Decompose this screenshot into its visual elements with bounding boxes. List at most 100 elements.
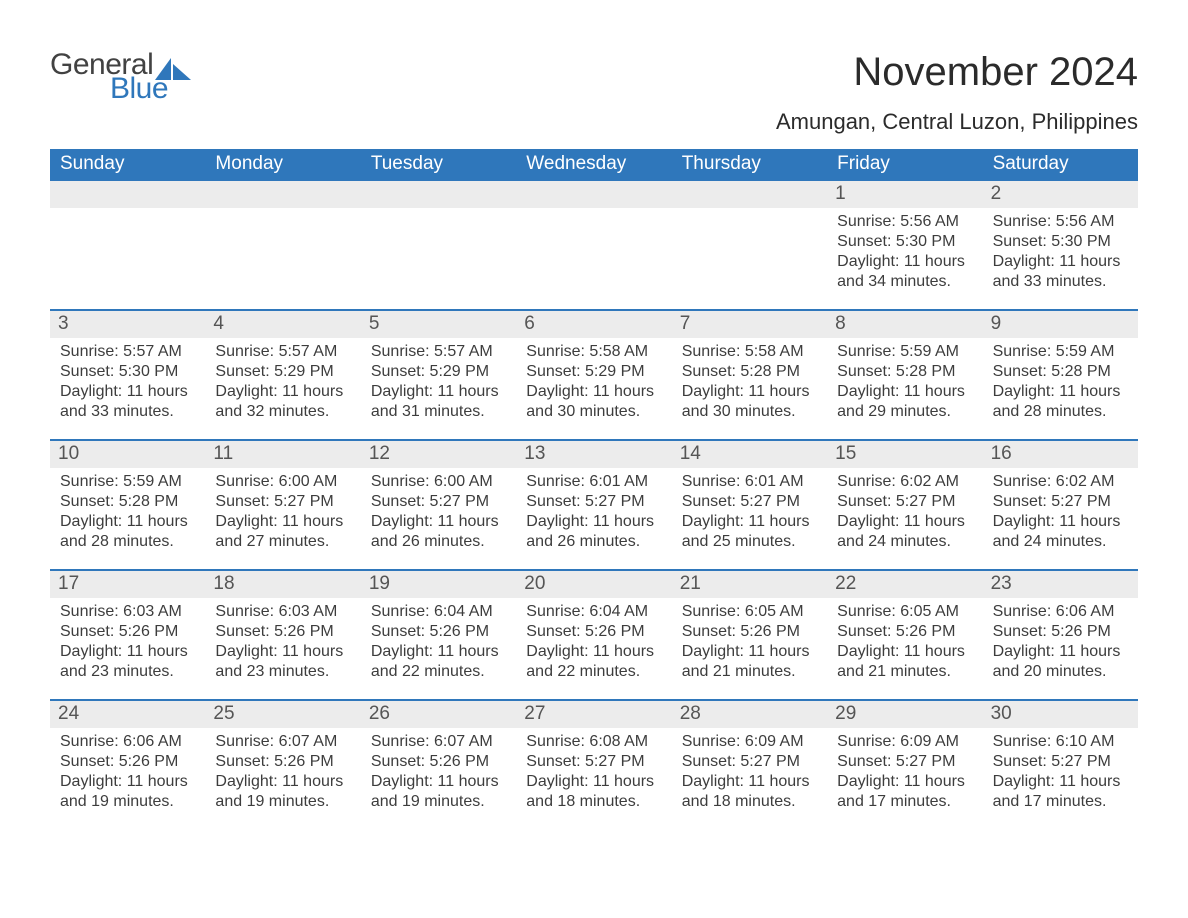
day-body: Sunrise: 5:59 AMSunset: 5:28 PMDaylight:… <box>50 468 205 558</box>
sunset-line: Sunset: 5:28 PM <box>60 492 195 512</box>
sunset-line: Sunset: 5:27 PM <box>837 492 972 512</box>
day-body: Sunrise: 6:05 AMSunset: 5:26 PMDaylight:… <box>827 598 982 688</box>
sunrise-line: Sunrise: 5:59 AM <box>993 342 1128 362</box>
daylight-line: Daylight: 11 hours and 26 minutes. <box>371 512 506 552</box>
day-body: Sunrise: 5:59 AMSunset: 5:28 PMDaylight:… <box>827 338 982 428</box>
day-number: 15 <box>827 441 982 468</box>
sunset-line: Sunset: 5:26 PM <box>371 752 506 772</box>
sunrise-line: Sunrise: 6:05 AM <box>682 602 817 622</box>
calendar-week-row: 1Sunrise: 5:56 AMSunset: 5:30 PMDaylight… <box>50 181 1138 309</box>
sunrise-line: Sunrise: 6:07 AM <box>371 732 506 752</box>
day-of-week-header: Monday <box>205 149 360 181</box>
sunrise-line: Sunrise: 6:04 AM <box>526 602 661 622</box>
calendar-cell: 4Sunrise: 5:57 AMSunset: 5:29 PMDaylight… <box>205 311 360 439</box>
logo-word-blue: Blue <box>110 74 191 104</box>
daylight-line: Daylight: 11 hours and 31 minutes. <box>371 382 506 422</box>
calendar-cell: 27Sunrise: 6:08 AMSunset: 5:27 PMDayligh… <box>516 701 671 829</box>
daylight-line: Daylight: 11 hours and 17 minutes. <box>993 772 1128 812</box>
sunset-line: Sunset: 5:30 PM <box>993 232 1128 252</box>
day-number <box>516 181 671 208</box>
day-body: Sunrise: 5:57 AMSunset: 5:30 PMDaylight:… <box>50 338 205 428</box>
calendar-cell: 29Sunrise: 6:09 AMSunset: 5:27 PMDayligh… <box>827 701 982 829</box>
day-body: Sunrise: 6:06 AMSunset: 5:26 PMDaylight:… <box>983 598 1138 688</box>
sunrise-line: Sunrise: 5:57 AM <box>60 342 195 362</box>
calendar-cell: 9Sunrise: 5:59 AMSunset: 5:28 PMDaylight… <box>983 311 1138 439</box>
calendar-cell <box>516 181 671 309</box>
sunrise-line: Sunrise: 6:04 AM <box>371 602 506 622</box>
sunset-line: Sunset: 5:27 PM <box>371 492 506 512</box>
day-number <box>205 181 360 208</box>
sunrise-line: Sunrise: 6:03 AM <box>60 602 195 622</box>
calendar-cell: 17Sunrise: 6:03 AMSunset: 5:26 PMDayligh… <box>50 571 205 699</box>
calendar-cell: 30Sunrise: 6:10 AMSunset: 5:27 PMDayligh… <box>983 701 1138 829</box>
day-body: Sunrise: 6:02 AMSunset: 5:27 PMDaylight:… <box>827 468 982 558</box>
sunrise-line: Sunrise: 6:02 AM <box>837 472 972 492</box>
sunrise-line: Sunrise: 6:00 AM <box>215 472 350 492</box>
daylight-line: Daylight: 11 hours and 23 minutes. <box>215 642 350 682</box>
daylight-line: Daylight: 11 hours and 28 minutes. <box>993 382 1128 422</box>
day-of-week-header: Tuesday <box>361 149 516 181</box>
daylight-line: Daylight: 11 hours and 23 minutes. <box>60 642 195 682</box>
calendar-cell: 13Sunrise: 6:01 AMSunset: 5:27 PMDayligh… <box>516 441 671 569</box>
sunset-line: Sunset: 5:27 PM <box>526 752 661 772</box>
sunset-line: Sunset: 5:26 PM <box>215 752 350 772</box>
sunrise-line: Sunrise: 6:09 AM <box>837 732 972 752</box>
weeks-container: 1Sunrise: 5:56 AMSunset: 5:30 PMDaylight… <box>50 181 1138 829</box>
daylight-line: Daylight: 11 hours and 20 minutes. <box>993 642 1128 682</box>
calendar-week-row: 3Sunrise: 5:57 AMSunset: 5:30 PMDaylight… <box>50 309 1138 439</box>
calendar-week-row: 24Sunrise: 6:06 AMSunset: 5:26 PMDayligh… <box>50 699 1138 829</box>
day-body: Sunrise: 6:09 AMSunset: 5:27 PMDaylight:… <box>672 728 827 818</box>
sunset-line: Sunset: 5:26 PM <box>993 622 1128 642</box>
day-number: 2 <box>983 181 1138 208</box>
day-number: 17 <box>50 571 205 598</box>
calendar-cell: 10Sunrise: 5:59 AMSunset: 5:28 PMDayligh… <box>50 441 205 569</box>
daylight-line: Daylight: 11 hours and 18 minutes. <box>682 772 817 812</box>
calendar-cell <box>205 181 360 309</box>
day-number: 28 <box>672 701 827 728</box>
day-number: 10 <box>50 441 205 468</box>
calendar-page: General Blue November 2024 Amungan, Cent… <box>0 0 1188 829</box>
calendar-grid: SundayMondayTuesdayWednesdayThursdayFrid… <box>50 149 1138 829</box>
daylight-line: Daylight: 11 hours and 21 minutes. <box>682 642 817 682</box>
sunrise-line: Sunrise: 6:01 AM <box>526 472 661 492</box>
day-body: Sunrise: 6:02 AMSunset: 5:27 PMDaylight:… <box>983 468 1138 558</box>
sunset-line: Sunset: 5:27 PM <box>993 752 1128 772</box>
location-subtitle: Amungan, Central Luzon, Philippines <box>776 109 1138 135</box>
calendar-cell: 15Sunrise: 6:02 AMSunset: 5:27 PMDayligh… <box>827 441 982 569</box>
day-number <box>361 181 516 208</box>
sunset-line: Sunset: 5:27 PM <box>526 492 661 512</box>
calendar-cell: 25Sunrise: 6:07 AMSunset: 5:26 PMDayligh… <box>205 701 360 829</box>
sunset-line: Sunset: 5:30 PM <box>60 362 195 382</box>
day-of-week-header-row: SundayMondayTuesdayWednesdayThursdayFrid… <box>50 149 1138 181</box>
day-body: Sunrise: 5:57 AMSunset: 5:29 PMDaylight:… <box>205 338 360 428</box>
day-number: 27 <box>516 701 671 728</box>
day-body <box>50 208 205 218</box>
day-number: 21 <box>672 571 827 598</box>
day-body: Sunrise: 6:06 AMSunset: 5:26 PMDaylight:… <box>50 728 205 818</box>
sunrise-line: Sunrise: 6:06 AM <box>993 602 1128 622</box>
calendar-cell: 14Sunrise: 6:01 AMSunset: 5:27 PMDayligh… <box>672 441 827 569</box>
day-body: Sunrise: 5:59 AMSunset: 5:28 PMDaylight:… <box>983 338 1138 428</box>
daylight-line: Daylight: 11 hours and 28 minutes. <box>60 512 195 552</box>
sunset-line: Sunset: 5:26 PM <box>526 622 661 642</box>
sunset-line: Sunset: 5:26 PM <box>60 752 195 772</box>
sunset-line: Sunset: 5:28 PM <box>993 362 1128 382</box>
sunrise-line: Sunrise: 6:03 AM <box>215 602 350 622</box>
daylight-line: Daylight: 11 hours and 21 minutes. <box>837 642 972 682</box>
title-block: November 2024 Amungan, Central Luzon, Ph… <box>776 50 1138 135</box>
calendar-week-row: 17Sunrise: 6:03 AMSunset: 5:26 PMDayligh… <box>50 569 1138 699</box>
sunrise-line: Sunrise: 6:07 AM <box>215 732 350 752</box>
day-body: Sunrise: 6:03 AMSunset: 5:26 PMDaylight:… <box>205 598 360 688</box>
day-body: Sunrise: 6:03 AMSunset: 5:26 PMDaylight:… <box>50 598 205 688</box>
day-number: 25 <box>205 701 360 728</box>
daylight-line: Daylight: 11 hours and 33 minutes. <box>60 382 195 422</box>
sunrise-line: Sunrise: 6:10 AM <box>993 732 1128 752</box>
day-number: 5 <box>361 311 516 338</box>
calendar-cell: 11Sunrise: 6:00 AMSunset: 5:27 PMDayligh… <box>205 441 360 569</box>
calendar-cell: 20Sunrise: 6:04 AMSunset: 5:26 PMDayligh… <box>516 571 671 699</box>
day-number: 23 <box>983 571 1138 598</box>
calendar-cell: 18Sunrise: 6:03 AMSunset: 5:26 PMDayligh… <box>205 571 360 699</box>
day-body <box>361 208 516 218</box>
calendar-cell: 3Sunrise: 5:57 AMSunset: 5:30 PMDaylight… <box>50 311 205 439</box>
day-number: 12 <box>361 441 516 468</box>
